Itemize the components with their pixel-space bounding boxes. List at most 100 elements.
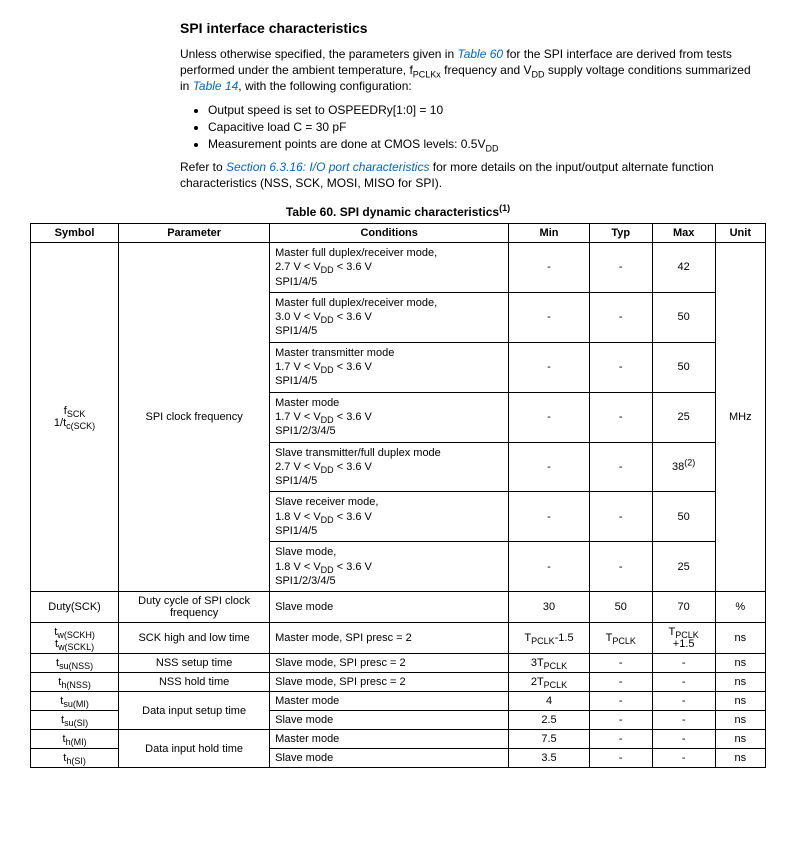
typ-cell: - — [589, 292, 652, 342]
text: < 3.6 V — [334, 411, 372, 423]
list-item: Output speed is set to OSPEEDRy[1:0] = 1… — [208, 103, 756, 117]
cond-cell: Master full duplex/receiver mode, 2.7 V … — [270, 242, 509, 292]
text: Master transmitter mode — [275, 347, 394, 359]
subscript: DD — [485, 143, 498, 153]
cond-cell: Master mode — [270, 692, 509, 711]
min-cell: - — [509, 542, 590, 592]
subscript: DD — [321, 465, 334, 475]
symbol-cell: Duty(SCK) — [31, 592, 119, 623]
table-row: th(NSS) NSS hold time Slave mode, SPI pr… — [31, 673, 766, 692]
text: Slave receiver mode, — [275, 496, 378, 508]
symbol-cell: th(NSS) — [31, 673, 119, 692]
text: Slave mode, — [275, 546, 336, 558]
subscript: w(SCKL) — [58, 642, 94, 652]
min-cell: - — [509, 292, 590, 342]
text: Master full duplex/receiver mode, — [275, 297, 437, 309]
max-cell: 70 — [652, 592, 715, 623]
param-cell: NSS hold time — [119, 673, 270, 692]
subscript: DD — [532, 70, 545, 80]
table-row: fSCK 1/tc(SCK) SPI clock frequency Maste… — [31, 242, 766, 292]
max-cell: - — [652, 730, 715, 749]
text: SPI1/2/3/4/5 — [275, 575, 336, 587]
col-symbol: Symbol — [31, 223, 119, 242]
col-unit: Unit — [715, 223, 765, 242]
max-cell: - — [652, 673, 715, 692]
subscript: h(MI) — [66, 737, 87, 747]
text: Slave transmitter/full duplex mode — [275, 447, 441, 459]
symbol-cell: tw(SCKH) tw(SCKL) — [31, 623, 119, 654]
max-cell: 50 — [652, 492, 715, 542]
unit-cell: % — [715, 592, 765, 623]
typ-cell: - — [589, 392, 652, 442]
subscript: DD — [321, 365, 334, 375]
symbol-cell: fSCK 1/tc(SCK) — [31, 242, 119, 591]
typ-cell: - — [589, 730, 652, 749]
text: Refer to — [180, 160, 226, 174]
col-max: Max — [652, 223, 715, 242]
text: 2.7 V < V — [275, 261, 321, 273]
table-row: tw(SCKH) tw(SCKL) SCK high and low time … — [31, 623, 766, 654]
text: Master mode — [275, 397, 339, 409]
subscript: su(MI) — [63, 699, 89, 709]
caption-superscript: (1) — [499, 203, 510, 213]
subscript: PCLK — [544, 661, 568, 671]
param-cell: Data input hold time — [119, 730, 270, 768]
typ-cell: - — [589, 492, 652, 542]
text: SPI1/4/5 — [275, 375, 317, 387]
text: 2T — [531, 676, 544, 688]
symbol-cell: tsu(MI) — [31, 692, 119, 711]
unit-cell: ns — [715, 654, 765, 673]
min-cell: - — [509, 442, 590, 492]
typ-cell: - — [589, 442, 652, 492]
typ-cell: - — [589, 342, 652, 392]
min-cell: 2TPCLK — [509, 673, 590, 692]
max-cell: 42 — [652, 242, 715, 292]
max-cell: 50 — [652, 292, 715, 342]
subscript: DD — [321, 265, 334, 275]
superscript: (2) — [684, 457, 695, 467]
subscript: SCK — [67, 409, 86, 419]
col-parameter: Parameter — [119, 223, 270, 242]
text: < 3.6 V — [334, 311, 372, 323]
unit-cell: ns — [715, 749, 765, 768]
text: < 3.6 V — [334, 361, 372, 373]
table-14-link[interactable]: Table 14 — [193, 79, 239, 93]
table-60-link[interactable]: Table 60 — [457, 47, 503, 61]
cond-cell: Slave mode — [270, 749, 509, 768]
max-cell: 25 — [652, 542, 715, 592]
text: 1/t — [54, 417, 66, 429]
table-caption: Table 60. SPI dynamic characteristics(1) — [30, 205, 766, 219]
text: , with the following configuration: — [238, 79, 411, 93]
table-header-row: Symbol Parameter Conditions Min Typ Max … — [31, 223, 766, 242]
subscript: DD — [321, 415, 334, 425]
text: 38 — [672, 461, 684, 473]
typ-cell: TPCLK — [589, 623, 652, 654]
min-cell: 3TPCLK — [509, 654, 590, 673]
param-cell: Data input setup time — [119, 692, 270, 730]
cond-cell: Master full duplex/receiver mode, 3.0 V … — [270, 292, 509, 342]
symbol-cell: tsu(SI) — [31, 711, 119, 730]
typ-cell: - — [589, 242, 652, 292]
text: SPI1/4/5 — [275, 475, 317, 487]
cond-cell: Slave transmitter/full duplex mode 2.7 V… — [270, 442, 509, 492]
max-cell: 50 — [652, 342, 715, 392]
cond-cell: Master transmitter mode 1.7 V < VDD < 3.… — [270, 342, 509, 392]
text: -1.5 — [555, 632, 574, 644]
text: < 3.6 V — [334, 511, 372, 523]
subscript: su(NSS) — [59, 661, 93, 671]
table-row: tsu(MI) Data input setup time Master mod… — [31, 692, 766, 711]
max-cell: TPCLK+1.5 — [652, 623, 715, 654]
cond-cell: Slave mode, SPI presc = 2 — [270, 673, 509, 692]
subscript: PCLKx — [413, 70, 441, 80]
typ-cell: - — [589, 711, 652, 730]
section-6316-link[interactable]: Section 6.3.16: I/O port characteristics — [226, 160, 429, 174]
table-row: tsu(NSS) NSS setup time Slave mode, SPI … — [31, 654, 766, 673]
param-cell: SPI clock frequency — [119, 242, 270, 591]
config-list: Output speed is set to OSPEEDRy[1:0] = 1… — [180, 103, 756, 151]
subscript: c(SCK) — [66, 421, 95, 431]
max-cell: 25 — [652, 392, 715, 442]
max-cell: - — [652, 692, 715, 711]
text: SPI1/4/5 — [275, 525, 317, 537]
cond-cell: Slave mode — [270, 592, 509, 623]
subscript: PCLK — [612, 636, 636, 646]
